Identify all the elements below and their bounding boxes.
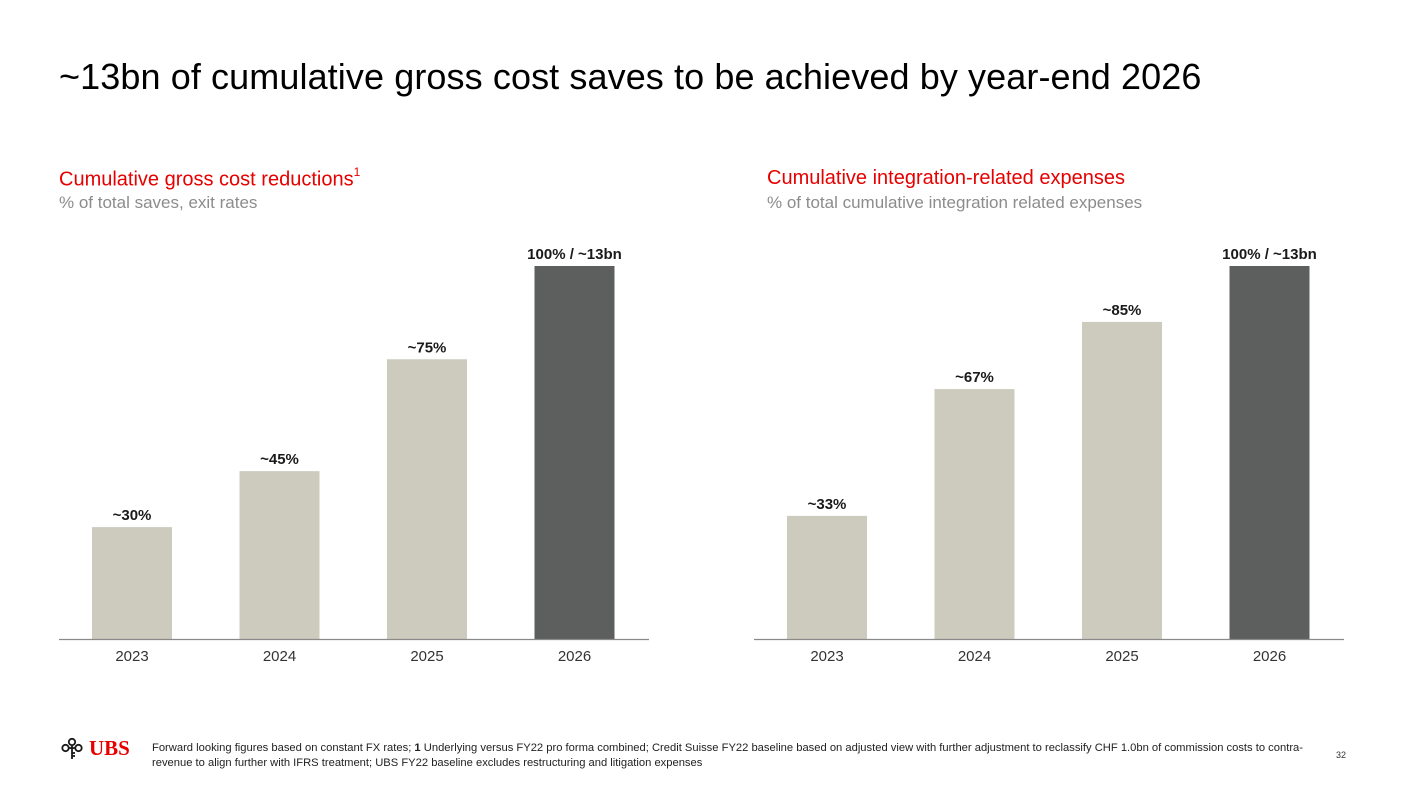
data-label-right-2026: 100% / ~13bn <box>1222 246 1317 263</box>
bar-right-2024 <box>934 389 1015 639</box>
right-chart-title: Cumulative integration-related expenses <box>767 167 1125 189</box>
bar-right-2023 <box>787 515 867 639</box>
data-label-left-2026: 100% / ~13bn <box>527 246 622 263</box>
keys-icon <box>61 737 83 759</box>
data-label-right-2023: ~33% <box>808 496 847 513</box>
left-chart-subtitle: % of total saves, exit rates <box>59 193 258 212</box>
x-tick-label-right-2024: 2024 <box>958 648 991 665</box>
data-label-right-2024: ~67% <box>955 369 994 386</box>
bar-left-2026 <box>534 266 615 639</box>
cost-reductions-chart: ~30% 2023 ~45% 2024 ~75% 2025 100% / ~13bn 2026 <box>59 246 649 665</box>
right-chart-subtitle: % of total cumulative integration relate… <box>767 193 1143 212</box>
integration-expenses-chart: ~33% 2023 ~67% 2024 ~85% 2025 100% / ~13bn 2026 <box>754 246 1344 665</box>
bar-left-2023 <box>92 527 172 639</box>
x-tick-label-left-2024: 2024 <box>263 648 296 665</box>
page-number: 32 <box>1336 750 1347 760</box>
data-label-left-2025: ~75% <box>408 339 447 356</box>
bar-right-2025 <box>1082 321 1162 639</box>
x-tick-label-right-2026: 2026 <box>1253 648 1286 665</box>
footnote-pre: Forward looking figures based on constan… <box>152 742 415 754</box>
x-tick-label-right-2023: 2023 <box>810 648 843 665</box>
data-label-right-2025: ~85% <box>1103 302 1142 319</box>
x-tick-label-left-2023: 2023 <box>115 648 148 665</box>
footnote-post: Underlying versus FY22 pro forma combine… <box>152 742 1304 769</box>
data-label-left-2024: ~45% <box>260 451 299 468</box>
left-chart-title: Cumulative gross cost reductions1 <box>59 165 361 192</box>
footnote: Forward looking figures based on constan… <box>152 741 1312 771</box>
ubs-logo: UBS <box>59 735 130 761</box>
bar-left-2024 <box>239 471 320 639</box>
x-tick-label-left-2026: 2026 <box>558 648 591 665</box>
bar-right-2026 <box>1229 266 1310 639</box>
left-chart-title-text: Cumulative gross cost reductions <box>59 168 354 191</box>
bar-left-2025 <box>387 359 467 639</box>
ubs-logo-text: UBS <box>89 735 130 760</box>
page-title: ~13bn of cumulative gross cost saves to … <box>59 56 1202 97</box>
x-tick-label-left-2025: 2025 <box>410 648 443 665</box>
footnote-marker: 1 <box>353 165 361 179</box>
data-label-left-2023: ~30% <box>113 507 152 524</box>
footnote-marker-1: 1 <box>414 742 421 754</box>
x-tick-label-right-2025: 2025 <box>1105 648 1138 665</box>
